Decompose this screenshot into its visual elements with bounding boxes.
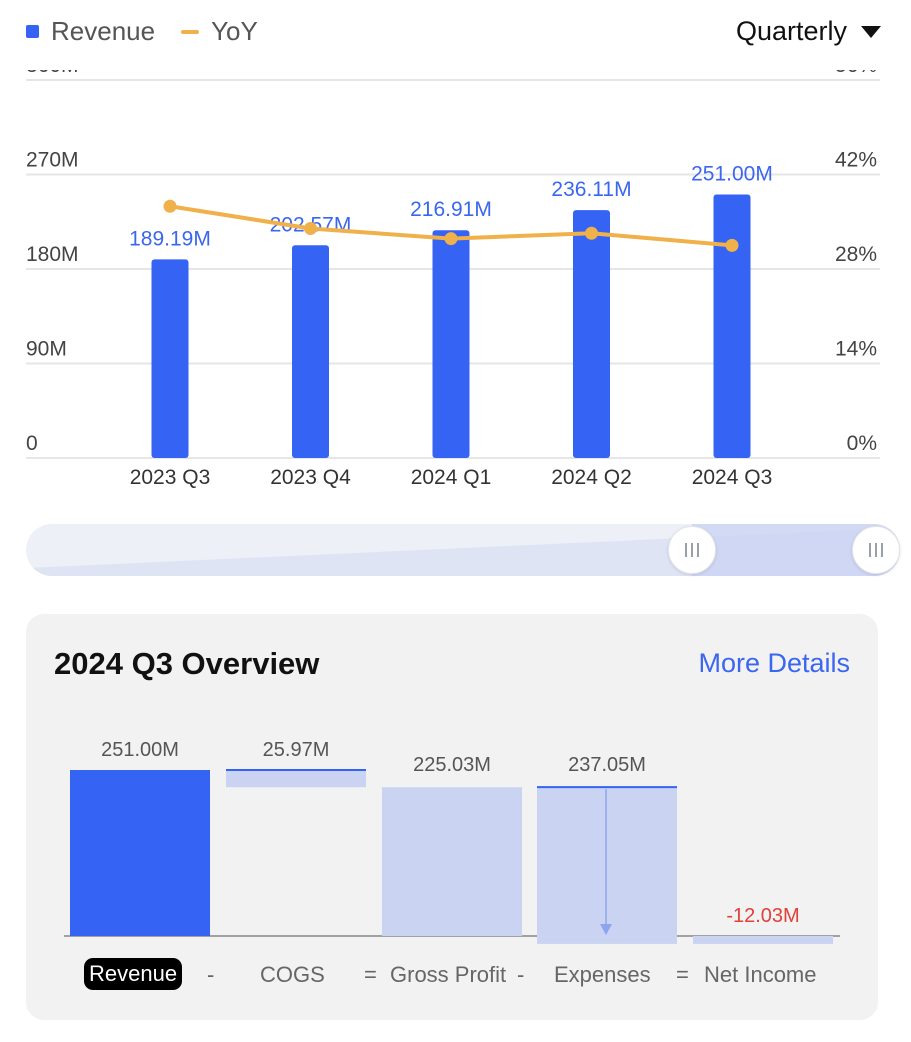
waterfall-bar-net-income xyxy=(693,936,833,944)
yoy-point xyxy=(444,232,458,246)
range-slider[interactable] xyxy=(26,524,900,576)
waterfall-value-label: -12.03M xyxy=(726,905,799,927)
caret-down-icon xyxy=(861,25,881,38)
more-details-link[interactable]: More Details xyxy=(698,648,850,678)
y-left-tick-label: 270M xyxy=(26,149,79,172)
range-handle-right[interactable] xyxy=(852,526,900,574)
waterfall-bar-gross-profit xyxy=(382,787,522,936)
legend-revenue-label: Revenue xyxy=(51,16,156,46)
x-tick-label: 2023 Q3 xyxy=(130,466,211,489)
range-track[interactable] xyxy=(26,524,900,576)
waterfall-bar-cogs xyxy=(226,770,366,788)
revenue-swatch xyxy=(26,25,39,38)
overview-card: 2024 Q3 Overview More Details 251.00M 25.… xyxy=(26,614,878,1020)
grip-icon xyxy=(685,543,699,557)
x-tick-label: 2024 Q1 xyxy=(411,466,492,489)
y-right-tick-label: 28% xyxy=(835,243,877,266)
formula-operator-minus: - xyxy=(517,962,525,987)
y-left-tick-label: 90M xyxy=(26,338,67,361)
revenue-bar xyxy=(151,259,189,458)
formula-operator-equals: = xyxy=(676,962,689,987)
yoy-point xyxy=(725,238,739,252)
yoy-point xyxy=(163,199,177,213)
revenue-chart: 360M 56% 270M 42% 180M 28% 90M 14% 0 0% 189.19M 202… xyxy=(26,70,880,489)
legend-yoy-label: YoY xyxy=(211,16,258,46)
formula-gross-profit[interactable]: Gross Profit xyxy=(390,962,507,987)
waterfall-bar-revenue xyxy=(70,770,210,936)
overview-title: 2024 Q3 Overview xyxy=(54,646,320,681)
y-right-tick-label: 0% xyxy=(847,432,877,455)
formula-cogs[interactable]: COGS xyxy=(260,962,325,987)
revenue-value-label: 216.91M xyxy=(410,198,492,221)
yoy-swatch xyxy=(181,29,200,34)
y-left-tick-label: 180M xyxy=(26,243,79,266)
waterfall-value-label: 237.05M xyxy=(568,754,646,776)
y-right-tick-label: 56% xyxy=(835,70,877,77)
waterfall-bar-expenses xyxy=(537,787,677,944)
y-right-tick-label: 14% xyxy=(835,338,877,361)
revenue-value-label: 236.11M xyxy=(551,178,631,201)
waterfall-value-label: 225.03M xyxy=(413,754,491,776)
period-dropdown[interactable]: Quarterly xyxy=(736,16,881,47)
waterfall-value-label: 251.00M xyxy=(101,739,179,761)
legend-item-yoy[interactable]: YoY xyxy=(181,16,258,47)
formula-net-income[interactable]: Net Income xyxy=(704,962,817,987)
y-left-tick-label: 0 xyxy=(26,432,38,455)
x-tick-label: 2024 Q3 xyxy=(692,466,773,489)
waterfall-value-label: 25.97M xyxy=(263,739,330,761)
x-tick-label: 2023 Q4 xyxy=(270,466,351,489)
yoy-point xyxy=(585,226,598,240)
revenue-value-label: 189.19M xyxy=(129,227,211,250)
revenue-bar xyxy=(292,245,329,458)
formula-operator-minus: - xyxy=(207,962,215,987)
grip-icon xyxy=(869,543,883,557)
revenue-value-label: 251.00M xyxy=(691,162,773,185)
range-handle-left[interactable] xyxy=(668,526,716,574)
waterfall-chart: 251.00M 25.97M 225.03M 237.05M -12.03M xyxy=(64,739,840,944)
formula-revenue[interactable]: Revenue xyxy=(84,958,183,990)
y-right-tick-label: 42% xyxy=(835,149,877,172)
range-preview xyxy=(26,524,900,576)
revenue-bar xyxy=(573,210,610,458)
revenue-bar xyxy=(713,194,751,458)
legend-item-revenue[interactable]: Revenue xyxy=(26,16,155,47)
y-left-tick-label: 360M xyxy=(26,70,79,77)
arrow-down-icon xyxy=(600,924,612,935)
formula-row: Revenue - COGS = Gross Profit - Expenses… xyxy=(26,956,878,996)
x-tick-label: 2024 Q2 xyxy=(551,466,632,489)
yoy-point xyxy=(304,222,317,235)
period-dropdown-value: Quarterly xyxy=(735,16,847,46)
formula-expenses[interactable]: Expenses xyxy=(554,962,651,987)
revenue-bar xyxy=(432,230,470,458)
chart-legend: Revenue YoY xyxy=(26,16,258,47)
formula-operator-equals: = xyxy=(364,962,377,987)
